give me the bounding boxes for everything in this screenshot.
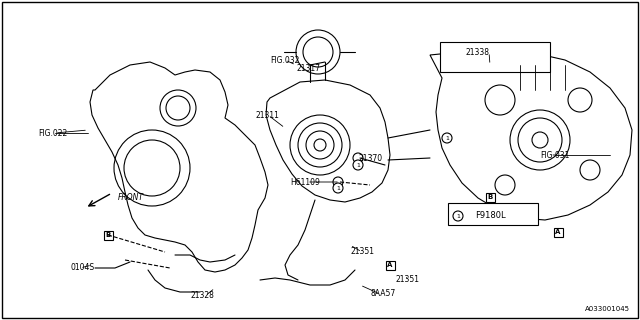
Text: FIG.031: FIG.031 bbox=[540, 150, 570, 159]
Text: 21311: 21311 bbox=[255, 110, 279, 119]
Text: H61109: H61109 bbox=[290, 178, 320, 187]
Text: FIG.022: FIG.022 bbox=[38, 129, 67, 138]
Text: A033001045: A033001045 bbox=[585, 306, 630, 312]
Text: 0104S: 0104S bbox=[70, 263, 94, 273]
Text: B: B bbox=[488, 194, 493, 200]
Text: A: A bbox=[556, 229, 561, 235]
Text: 21351: 21351 bbox=[350, 247, 374, 257]
Text: 21317: 21317 bbox=[296, 63, 320, 73]
FancyBboxPatch shape bbox=[486, 193, 495, 202]
Text: 1: 1 bbox=[336, 186, 340, 190]
FancyBboxPatch shape bbox=[440, 42, 550, 72]
FancyBboxPatch shape bbox=[554, 228, 563, 236]
FancyBboxPatch shape bbox=[385, 260, 394, 269]
Text: 21328: 21328 bbox=[190, 292, 214, 300]
Text: F9180L: F9180L bbox=[475, 212, 506, 220]
Text: 21370: 21370 bbox=[358, 154, 382, 163]
Circle shape bbox=[353, 160, 363, 170]
Circle shape bbox=[442, 133, 452, 143]
FancyBboxPatch shape bbox=[448, 203, 538, 225]
Text: A: A bbox=[387, 262, 393, 268]
Text: FRONT: FRONT bbox=[118, 194, 144, 203]
Text: 8AA57: 8AA57 bbox=[370, 290, 396, 299]
FancyBboxPatch shape bbox=[104, 230, 113, 239]
Circle shape bbox=[333, 183, 343, 193]
Text: 1: 1 bbox=[456, 213, 460, 219]
Text: 1: 1 bbox=[445, 135, 449, 140]
Text: B: B bbox=[106, 232, 111, 238]
Text: FIG.032: FIG.032 bbox=[270, 55, 300, 65]
Text: 21351: 21351 bbox=[395, 276, 419, 284]
Circle shape bbox=[453, 211, 463, 221]
Text: 21338: 21338 bbox=[465, 47, 489, 57]
Text: 1: 1 bbox=[356, 163, 360, 167]
